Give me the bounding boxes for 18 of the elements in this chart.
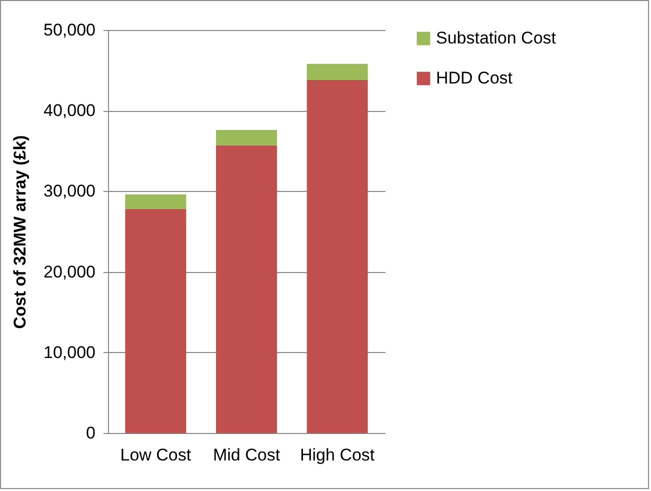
y-axis-title: Cost of 32MW array (£k) bbox=[10, 135, 30, 329]
x-tick-label: High Cost bbox=[300, 446, 375, 464]
y-tick-label: 10,000 bbox=[44, 342, 96, 362]
bar bbox=[125, 194, 186, 209]
x-tick-label: Mid Cost bbox=[212, 446, 280, 464]
y-tick-label: 0 bbox=[86, 424, 96, 442]
bar bbox=[306, 64, 368, 80]
x-tick-label: Low Cost bbox=[120, 446, 192, 464]
y-tick-label: 40,000 bbox=[44, 101, 96, 120]
bar bbox=[216, 145, 277, 433]
y-tick-label: 50,000 bbox=[44, 20, 96, 40]
bar bbox=[125, 208, 186, 433]
legend-label: HDD Cost bbox=[436, 68, 513, 88]
bar bbox=[306, 80, 368, 433]
y-tick-label: 20,000 bbox=[44, 262, 96, 282]
bar bbox=[216, 130, 277, 146]
legend-label: Substation Cost bbox=[436, 28, 556, 48]
y-tick-label: 30,000 bbox=[44, 182, 96, 201]
